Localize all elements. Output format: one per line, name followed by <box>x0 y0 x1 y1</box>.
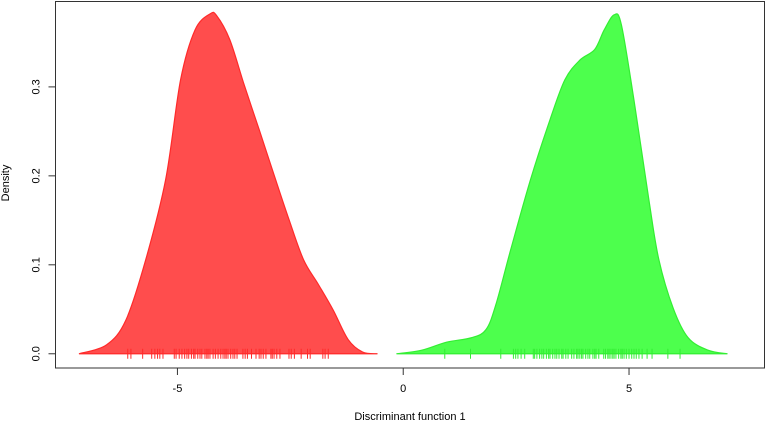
y-tick-label: 0.0 <box>31 346 43 361</box>
x-tick-label: 5 <box>626 383 632 395</box>
x-tick-label: -5 <box>173 383 183 395</box>
y-axis-label: Density <box>0 164 12 201</box>
y-tick-label: 0.3 <box>31 79 43 94</box>
series-layer <box>78 11 728 359</box>
plot-box <box>55 1 765 369</box>
x-axis: -5 0 5 <box>173 368 632 395</box>
density-area <box>396 13 728 355</box>
x-tick-label: 0 <box>400 383 406 395</box>
y-axis: 0.0 0.1 0.2 0.3 <box>31 79 56 361</box>
density-series-0 <box>78 11 378 359</box>
x-axis-label: Discriminant function 1 <box>354 411 465 423</box>
y-tick-label: 0.1 <box>31 257 43 272</box>
density-series-1 <box>396 13 728 359</box>
y-tick-label: 0.2 <box>31 168 43 183</box>
density-area <box>78 11 378 355</box>
